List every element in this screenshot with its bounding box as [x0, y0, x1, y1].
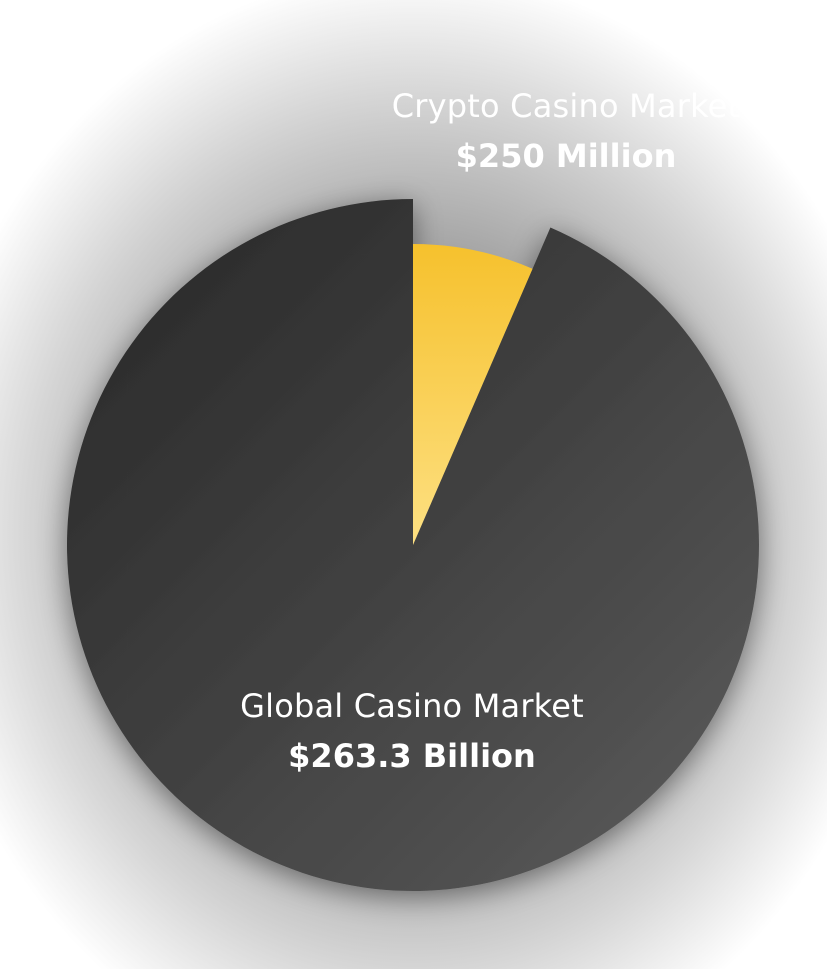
global-slice-value: $263.3 Billion [288, 737, 536, 775]
global-slice-label: Global Casino Market $263.3 Billion [240, 686, 584, 776]
pie-slice-global-casino-market [66, 199, 759, 891]
global-slice-name: Global Casino Market [240, 687, 584, 725]
pie-slice-crypto-casino-market [413, 244, 533, 545]
crypto-slice-name: Crypto Casino Market [391, 87, 741, 125]
crypto-slice-label: Crypto Casino Market $250 Million [392, 86, 741, 176]
crypto-slice-value: $250 Million [455, 137, 677, 175]
